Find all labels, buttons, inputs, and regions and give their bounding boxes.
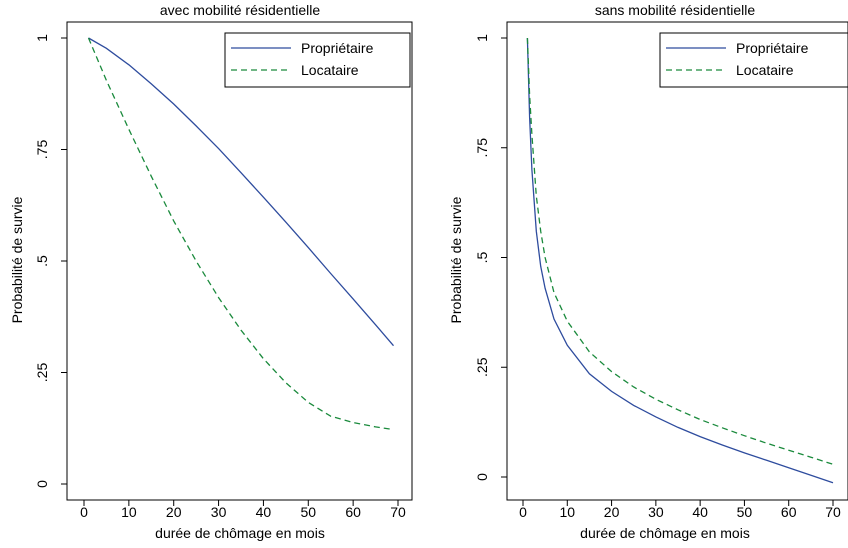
x-tick-label: 0: [519, 504, 527, 520]
chart-title: avec mobilité résidentielle: [160, 2, 321, 18]
y-tick-label: 0: [474, 473, 490, 481]
x-tick-label: 70: [825, 504, 841, 520]
series-line-locataire: [526, 37, 834, 465]
y-tick-label: 1: [34, 34, 50, 42]
x-tick-label: 70: [390, 504, 406, 520]
x-tick-label: 40: [692, 504, 708, 520]
y-axis-label: Probabilité de survie: [9, 196, 25, 323]
plot-frame: [66, 21, 413, 501]
x-tick-label: 60: [781, 504, 797, 520]
legend-label: Locataire: [736, 62, 794, 78]
legend-box: [659, 32, 848, 88]
x-tick-label: 60: [345, 504, 361, 520]
x-tick-label: 40: [256, 504, 272, 520]
y-tick-label: 0: [34, 480, 50, 488]
legend: Propriétaire Locataire: [224, 32, 411, 88]
y-axis-label: Probabilité de survie: [448, 196, 464, 323]
x-tick-label: 20: [166, 504, 182, 520]
x-tick-label: 50: [300, 504, 316, 520]
chart-panel-2: sans mobilité résidentielle Probabilité d…: [448, 2, 848, 541]
legend: Propriétaire Locataire: [659, 32, 848, 88]
x-tick-label: 10: [121, 504, 137, 520]
x-tick-label: 10: [559, 504, 575, 520]
y-tick-label: .5: [34, 255, 50, 267]
series-line-proprietaire: [526, 37, 834, 484]
x-axis-label: durée de chômage en mois: [155, 525, 325, 541]
chart-title: sans mobilité résidentielle: [595, 2, 756, 18]
legend-label: Locataire: [301, 62, 359, 78]
legend-label: Propriétaire: [736, 40, 809, 56]
y-tick-label: .75: [474, 138, 490, 158]
y-tick-label: .75: [34, 140, 50, 160]
series-line-locataire: [87, 37, 394, 431]
x-tick-label: 50: [737, 504, 753, 520]
x-tick-label: 20: [604, 504, 620, 520]
legend-box: [224, 32, 411, 88]
legend-label: Propriétaire: [301, 40, 374, 56]
y-tick-label: .5: [474, 251, 490, 263]
x-axis-label: durée de chômage en mois: [580, 525, 750, 541]
chart-panel-1: avec mobilité résidentielle Probabilité d…: [9, 2, 413, 541]
y-tick-label: .25: [34, 363, 50, 383]
x-tick-label: 30: [211, 504, 227, 520]
y-tick-label: .25: [474, 357, 490, 377]
plot-frame: [506, 21, 848, 501]
y-tick-label: 1: [474, 34, 490, 42]
x-tick-label: 30: [648, 504, 664, 520]
series-line-proprietaire: [88, 37, 394, 347]
x-tick-label: 0: [80, 504, 88, 520]
